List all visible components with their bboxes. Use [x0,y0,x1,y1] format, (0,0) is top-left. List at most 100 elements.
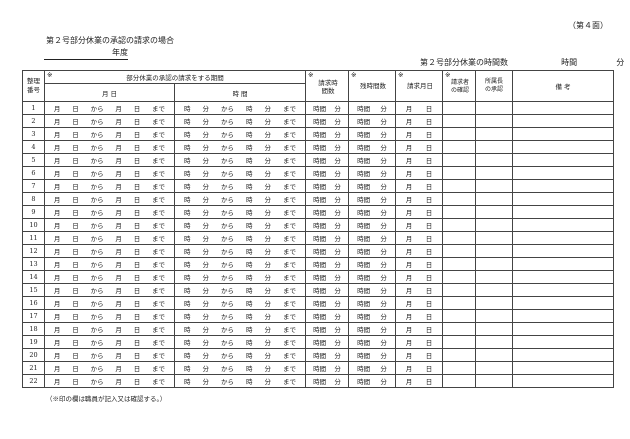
remarks-cell[interactable] [512,231,614,245]
time-range-cell[interactable]: 時 分 から 時 分 まで [174,231,306,245]
requester-confirm-cell[interactable] [442,114,476,128]
time-range-cell[interactable]: 時 分 から 時 分 まで [174,205,306,219]
remaining-hours-cell[interactable]: 時間 分 [348,283,396,297]
time-range-cell[interactable]: 時 分 から 時 分 まで [174,114,306,128]
request-date-cell[interactable]: 月日 [395,192,443,206]
request-date-cell[interactable]: 月日 [395,153,443,167]
date-range-cell[interactable]: 月 日 から 月 日 まで [44,244,175,258]
date-range-cell[interactable]: 月 日 から 月 日 まで [44,335,175,349]
remaining-hours-cell[interactable]: 時間 分 [348,166,396,180]
requested-hours-cell[interactable]: 時間分 [305,348,349,362]
requested-hours-cell[interactable]: 時間分 [305,335,349,349]
time-range-cell[interactable]: 時 分 から 時 分 まで [174,296,306,310]
remarks-cell[interactable] [512,114,614,128]
date-range-cell[interactable]: 月 日 から 月 日 まで [44,348,175,362]
manager-approval-cell[interactable] [475,140,513,154]
request-date-cell[interactable]: 月日 [395,309,443,323]
requester-confirm-cell[interactable] [442,140,476,154]
remaining-hours-cell[interactable]: 時間 分 [348,153,396,167]
requested-hours-cell[interactable]: 時間分 [305,192,349,206]
request-date-cell[interactable]: 月日 [395,296,443,310]
remarks-cell[interactable] [512,192,614,206]
time-range-cell[interactable]: 時 分 から 時 分 まで [174,361,306,375]
manager-approval-cell[interactable] [475,192,513,206]
manager-approval-cell[interactable] [475,270,513,284]
request-date-cell[interactable]: 月日 [395,231,443,245]
manager-approval-cell[interactable] [475,153,513,167]
requester-confirm-cell[interactable] [442,218,476,232]
time-range-cell[interactable]: 時 分 から 時 分 まで [174,179,306,193]
remaining-hours-cell[interactable]: 時間 分 [348,179,396,193]
requester-confirm-cell[interactable] [442,257,476,271]
time-range-cell[interactable]: 時 分 から 時 分 まで [174,166,306,180]
time-range-cell[interactable]: 時 分 から 時 分 まで [174,127,306,141]
request-date-cell[interactable]: 月日 [395,218,443,232]
request-date-cell[interactable]: 月日 [395,140,443,154]
time-range-cell[interactable]: 時 分 から 時 分 まで [174,192,306,206]
requester-confirm-cell[interactable] [442,101,476,115]
date-range-cell[interactable]: 月 日 から 月 日 まで [44,257,175,271]
time-range-cell[interactable]: 時 分 から 時 分 まで [174,153,306,167]
date-range-cell[interactable]: 月 日 から 月 日 まで [44,231,175,245]
requested-hours-cell[interactable]: 時間分 [305,114,349,128]
remarks-cell[interactable] [512,205,614,219]
date-range-cell[interactable]: 月 日 から 月 日 まで [44,101,175,115]
requester-confirm-cell[interactable] [442,335,476,349]
requester-confirm-cell[interactable] [442,283,476,297]
remarks-cell[interactable] [512,361,614,375]
remaining-hours-cell[interactable]: 時間 分 [348,335,396,349]
requested-hours-cell[interactable]: 時間分 [305,361,349,375]
requester-confirm-cell[interactable] [442,270,476,284]
remaining-hours-cell[interactable]: 時間 分 [348,114,396,128]
manager-approval-cell[interactable] [475,361,513,375]
remarks-cell[interactable] [512,335,614,349]
manager-approval-cell[interactable] [475,127,513,141]
date-range-cell[interactable]: 月 日 から 月 日 まで [44,374,175,388]
remarks-cell[interactable] [512,101,614,115]
manager-approval-cell[interactable] [475,244,513,258]
manager-approval-cell[interactable] [475,309,513,323]
time-range-cell[interactable]: 時 分 から 時 分 まで [174,270,306,284]
request-date-cell[interactable]: 月日 [395,361,443,375]
manager-approval-cell[interactable] [475,101,513,115]
requester-confirm-cell[interactable] [442,205,476,219]
year-field[interactable]: 年度 [44,47,128,60]
time-range-cell[interactable]: 時 分 から 時 分 まで [174,244,306,258]
manager-approval-cell[interactable] [475,322,513,336]
time-range-cell[interactable]: 時 分 から 時 分 まで [174,348,306,362]
requester-confirm-cell[interactable] [442,296,476,310]
requested-hours-cell[interactable]: 時間分 [305,244,349,258]
request-date-cell[interactable]: 月日 [395,322,443,336]
date-range-cell[interactable]: 月 日 から 月 日 まで [44,166,175,180]
time-range-cell[interactable]: 時 分 から 時 分 まで [174,374,306,388]
request-date-cell[interactable]: 月日 [395,166,443,180]
request-date-cell[interactable]: 月日 [395,270,443,284]
date-range-cell[interactable]: 月 日 から 月 日 まで [44,205,175,219]
remaining-hours-cell[interactable]: 時間 分 [348,140,396,154]
requester-confirm-cell[interactable] [442,127,476,141]
requested-hours-cell[interactable]: 時間分 [305,322,349,336]
remaining-hours-cell[interactable]: 時間 分 [348,192,396,206]
requested-hours-cell[interactable]: 時間分 [305,153,349,167]
requester-confirm-cell[interactable] [442,192,476,206]
remarks-cell[interactable] [512,296,614,310]
manager-approval-cell[interactable] [475,335,513,349]
date-range-cell[interactable]: 月 日 から 月 日 まで [44,153,175,167]
time-range-cell[interactable]: 時 分 から 時 分 まで [174,283,306,297]
requested-hours-cell[interactable]: 時間分 [305,296,349,310]
date-range-cell[interactable]: 月 日 から 月 日 まで [44,218,175,232]
requester-confirm-cell[interactable] [442,166,476,180]
request-date-cell[interactable]: 月日 [395,127,443,141]
remaining-hours-cell[interactable]: 時間 分 [348,231,396,245]
requested-hours-cell[interactable]: 時間分 [305,166,349,180]
request-date-cell[interactable]: 月日 [395,283,443,297]
request-date-cell[interactable]: 月日 [395,348,443,362]
date-range-cell[interactable]: 月 日 から 月 日 まで [44,283,175,297]
remarks-cell[interactable] [512,140,614,154]
remarks-cell[interactable] [512,270,614,284]
requester-confirm-cell[interactable] [442,153,476,167]
requester-confirm-cell[interactable] [442,374,476,388]
date-range-cell[interactable]: 月 日 から 月 日 まで [44,309,175,323]
date-range-cell[interactable]: 月 日 から 月 日 まで [44,127,175,141]
requested-hours-cell[interactable]: 時間分 [305,140,349,154]
